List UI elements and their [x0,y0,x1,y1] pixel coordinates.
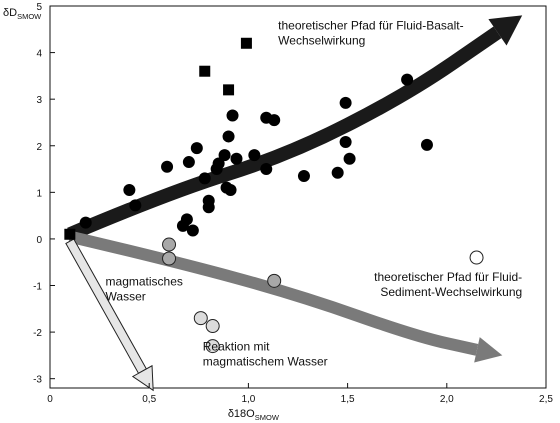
fluid-basalt-path-arrowhead [488,15,523,46]
data-point-square [223,84,235,96]
data-point-filled [212,157,225,170]
data-point-filled [202,201,215,214]
data-point-filled [198,172,211,185]
data-point-square [199,65,211,77]
data-point-filled [339,96,352,109]
data-point-square [64,228,76,240]
data-point-filled [161,160,174,173]
data-point-square [240,37,252,49]
y-axis-title-sub: SMOW [17,12,42,21]
y-tick-label: 1 [36,188,42,199]
y-tick-label: 0 [36,235,42,246]
data-point-filled [297,170,310,183]
points-layer [64,37,484,354]
annotation-line: theoretischer Pfad für Fluid-Basalt- [278,18,463,32]
data-point-light-grey-circle [205,319,220,334]
y-tick-label: 4 [36,49,42,60]
data-point-filled [123,184,136,197]
data-point-filled [248,149,261,162]
data-point-light-grey-circle [205,339,220,354]
y-tick-label: 5 [36,2,42,13]
x-tick-label: 0,5 [142,394,156,405]
data-point-filled [343,152,356,165]
annotation-line: Sediment-Wechselwirkung [380,285,522,299]
x-tick-label: 2,0 [440,394,454,405]
data-point-filled [79,216,92,229]
y-axis-title-main: δD [3,7,17,19]
annotation: theoretischer Pfad für Fluid-Sediment-We… [374,270,522,299]
y-tick-label: -3 [33,375,42,386]
x-tick-label: 1,5 [341,394,355,405]
annotation-line: magmatischem Wasser [203,355,328,369]
data-point-filled [129,199,142,212]
data-point-filled [260,163,273,176]
x-axis-title: δ18OSMOW [228,408,280,422]
x-axis-title-main: δ18O [228,408,255,420]
magmatic-water-path-band [65,238,148,375]
x-axis-title-sub: SMOW [255,413,280,422]
fluid-sediment-path-arrowhead [474,337,503,363]
annotation: theoretischer Pfad für Fluid-Basalt-Wech… [278,18,463,47]
data-point-filled [420,138,433,151]
x-tick-label: 1,0 [241,394,255,405]
annotation-line: Wechselwirkung [278,33,365,47]
fluid-sediment-path-band [68,230,479,356]
y-tick-label: 3 [36,95,42,106]
data-point-filled [186,224,199,237]
annotation-line: theoretischer Pfad für Fluid- [374,270,522,284]
data-point-filled [180,213,193,226]
x-tick-label: 2,5 [539,394,553,405]
data-point-light-grey-circle [193,311,208,326]
data-point-filled [190,142,203,155]
fluid-basalt-path-band [67,26,502,241]
y-tick-label: -1 [33,282,42,293]
plot-area [49,5,547,389]
x-tick-label: 0 [47,394,53,405]
y-tick-label: -2 [33,328,42,339]
data-point-filled [218,149,231,162]
data-point-filled [182,156,195,169]
ticks-layer: 0 0,5 1,0 1,5 2,0 2,5 -3 -2 -1 0 1 2 3 4 5 [33,2,553,405]
annotation-line: magmatisches [106,275,183,289]
data-point-filled [339,136,352,149]
y-tick-label: 2 [36,142,42,153]
annotation-line: Reaktion mit [203,340,270,354]
data-point-open-circle [469,250,484,265]
data-point-filled [222,130,235,143]
data-point-filled [230,152,243,165]
data-point-filled [401,73,414,86]
magmatic-water-path-arrowhead [131,364,154,392]
annotations-layer: theoretischer Pfad für Fluid-Basalt-Wech… [106,18,523,368]
annotation: magmatisches Wasser [106,275,183,304]
data-point-filled [224,184,237,197]
annotation: Reaktion mit magmatischem Wasser [203,340,328,369]
data-point-filled [226,109,239,122]
data-point-grey-circle [162,237,177,252]
y-axis-title: δDSMOW [3,7,42,21]
data-point-grey-circle [267,273,282,288]
data-point-filled [331,166,344,179]
annotation-line: Wasser [106,290,146,304]
data-point-filled [268,114,281,127]
plot-frame [49,5,547,389]
data-point-grey-circle [162,251,177,266]
arrows-layer [65,15,523,392]
